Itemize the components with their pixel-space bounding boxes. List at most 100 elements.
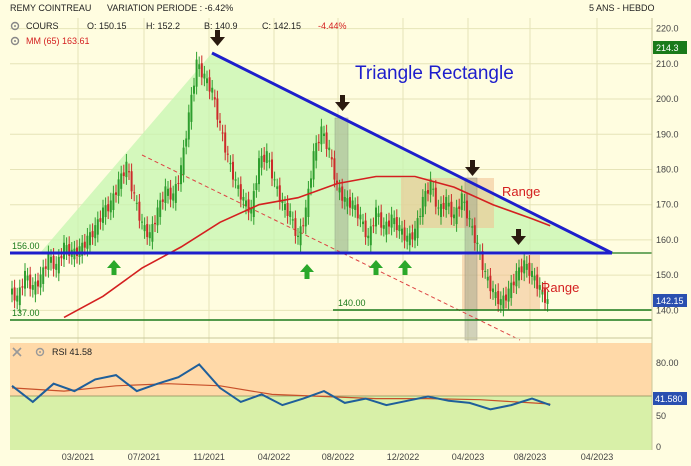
candle-body bbox=[336, 180, 338, 183]
time-tick-label: 08/2022 bbox=[322, 452, 355, 462]
candle-body bbox=[34, 281, 37, 295]
candle-body bbox=[260, 155, 263, 168]
candle-body bbox=[229, 162, 232, 165]
candle-body bbox=[536, 274, 539, 289]
candle-body bbox=[546, 299, 549, 304]
candle-body bbox=[447, 202, 450, 207]
candle-body bbox=[31, 285, 34, 290]
candle-body bbox=[453, 214, 455, 219]
gear-icon[interactable] bbox=[10, 36, 20, 46]
candle-body bbox=[11, 288, 13, 295]
candle-body bbox=[291, 219, 294, 221]
candle-body bbox=[406, 235, 409, 242]
rsi-tick-label: 80.00 bbox=[656, 358, 679, 368]
candle-body bbox=[138, 201, 141, 221]
arrow-up-icon bbox=[369, 260, 383, 275]
candle-body bbox=[83, 241, 86, 248]
candle-body bbox=[486, 276, 489, 281]
candle-body bbox=[258, 158, 260, 185]
candle-body bbox=[96, 219, 99, 235]
candle-body bbox=[393, 218, 396, 225]
candle-body bbox=[226, 153, 229, 155]
triangle-fill-region bbox=[40, 53, 612, 253]
candle-body bbox=[146, 224, 149, 238]
candle-body bbox=[94, 225, 97, 239]
gear-icon[interactable] bbox=[35, 347, 45, 357]
rsi-overbought-zone bbox=[10, 343, 652, 396]
period-label: 5 ANS - HEBDO bbox=[589, 3, 655, 13]
candle-body bbox=[29, 274, 32, 289]
price-last-badge-text: 142.15 bbox=[656, 296, 684, 306]
candle-body bbox=[161, 199, 164, 202]
candle-body bbox=[440, 204, 442, 218]
candle-body bbox=[151, 223, 154, 242]
candle-body bbox=[128, 171, 130, 173]
candle-body bbox=[164, 186, 167, 203]
candle-body bbox=[91, 231, 94, 238]
candle-body bbox=[86, 235, 89, 249]
candle-body bbox=[107, 204, 110, 212]
pattern-title: Triangle Rectangle bbox=[355, 63, 514, 84]
candle-body bbox=[429, 179, 432, 195]
candle-body bbox=[117, 179, 120, 196]
candle-body bbox=[538, 285, 541, 290]
candle-body bbox=[484, 270, 487, 272]
candle-body bbox=[419, 215, 422, 218]
candle-body bbox=[219, 120, 221, 123]
candle-body bbox=[408, 233, 411, 246]
low-value: B: 140.9 bbox=[204, 21, 238, 31]
candle-body bbox=[143, 225, 146, 232]
candle-body bbox=[481, 251, 484, 270]
candle-body bbox=[497, 291, 500, 305]
candle-body bbox=[250, 207, 253, 214]
candle-body bbox=[424, 191, 427, 207]
arrow-up-icon bbox=[107, 260, 121, 275]
rsi-line bbox=[11, 363, 551, 411]
candle-body bbox=[239, 184, 242, 200]
price-axis: 140.0 150.0 160.0 170.0 180.0 190.0 200.0 210.0… bbox=[656, 24, 679, 316]
candle-body bbox=[369, 226, 372, 246]
candle-body bbox=[458, 206, 461, 209]
candle-body bbox=[169, 187, 172, 200]
candle-body bbox=[450, 201, 453, 218]
price-tick-label: 180.0 bbox=[656, 164, 679, 174]
candle-body bbox=[302, 225, 305, 227]
candle-body bbox=[203, 73, 206, 79]
ma-label: MM (65) 163.61 bbox=[26, 36, 90, 46]
candle-body bbox=[216, 98, 219, 120]
candle-body bbox=[133, 192, 136, 194]
candle-body bbox=[442, 202, 445, 209]
candle-body bbox=[544, 288, 546, 303]
level-140-label: 140.00 bbox=[338, 298, 366, 308]
candle-body bbox=[416, 218, 419, 239]
candle-body bbox=[47, 253, 50, 270]
candle-body bbox=[445, 196, 448, 210]
variation-period: VARIATION PERIODE : -6.42% bbox=[107, 3, 233, 13]
moving-average-line bbox=[63, 175, 551, 319]
candle-body bbox=[193, 85, 195, 94]
candle-body bbox=[39, 274, 42, 288]
price-tick-label: 140.0 bbox=[656, 305, 679, 315]
candle-body bbox=[185, 138, 188, 147]
gear-icon[interactable] bbox=[10, 21, 20, 31]
time-tick-label: 07/2021 bbox=[128, 452, 161, 462]
candle-body bbox=[510, 282, 513, 299]
candle-body bbox=[263, 154, 266, 162]
candle-body bbox=[349, 197, 351, 208]
time-tick-label: 04/2022 bbox=[258, 452, 291, 462]
candle-body bbox=[520, 266, 523, 273]
candle-body bbox=[323, 133, 325, 137]
close-icon[interactable] bbox=[12, 347, 22, 357]
candle-body bbox=[492, 288, 494, 293]
price-tick-label: 210.0 bbox=[656, 59, 679, 69]
high-value: H: 152.2 bbox=[146, 21, 180, 31]
candle-body bbox=[122, 172, 125, 177]
candle-body bbox=[333, 158, 336, 180]
candle-body bbox=[356, 204, 359, 219]
price-tick-label: 200.0 bbox=[656, 94, 679, 104]
candle-body bbox=[320, 126, 323, 145]
candle-body bbox=[338, 187, 341, 193]
candle-body bbox=[466, 200, 468, 219]
price-tick-label: 170.0 bbox=[656, 200, 679, 210]
